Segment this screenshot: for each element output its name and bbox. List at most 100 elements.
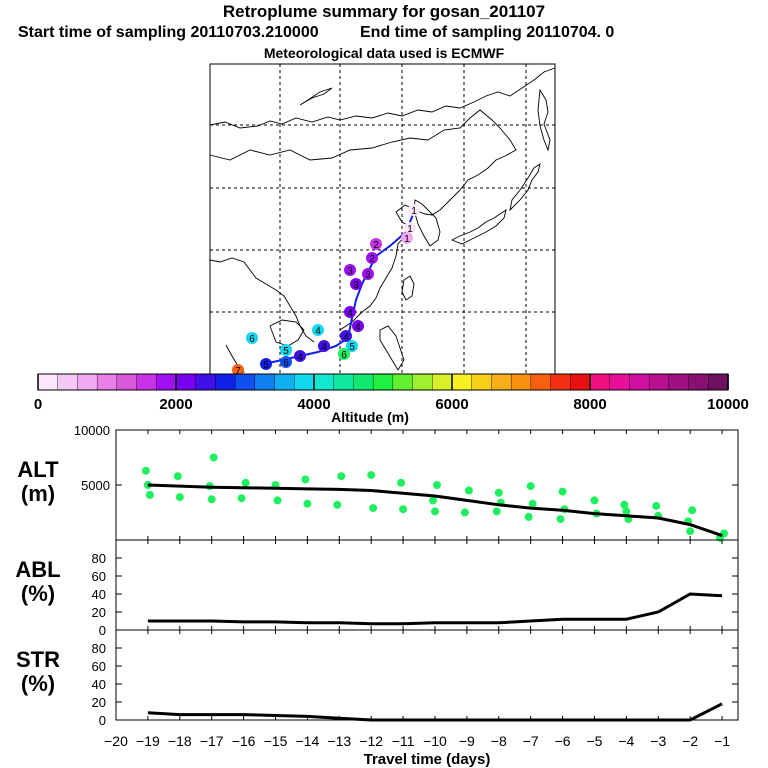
x-axis-label: Travel time (days) bbox=[364, 751, 491, 768]
x-tick-label: −1 bbox=[714, 733, 730, 749]
trajectory-marker-label: 6 bbox=[249, 334, 255, 345]
colorbar-tick-label: 0 bbox=[34, 396, 42, 413]
trajectory-marker-label: 5 bbox=[283, 346, 289, 357]
x-tick-label: −2 bbox=[682, 733, 698, 749]
chart-title: Retroplume summary for gosan_201107 bbox=[222, 2, 546, 21]
alt-point bbox=[432, 481, 441, 489]
colorbar-segment bbox=[77, 373, 98, 391]
trajectory-marker bbox=[362, 268, 374, 280]
y-tick-label: 5000 bbox=[81, 478, 110, 493]
alt-point bbox=[141, 466, 150, 475]
alt-point bbox=[175, 493, 184, 502]
trajectory-marker bbox=[344, 264, 356, 276]
trajectory-marker-label: 5 bbox=[263, 360, 269, 371]
colorbar-segment bbox=[333, 373, 355, 391]
trajectory-marker bbox=[350, 278, 362, 290]
alt-point bbox=[145, 490, 154, 499]
y-tick-label: 0 bbox=[99, 623, 106, 638]
alt-point bbox=[337, 472, 346, 481]
trajectory-marker-label: 6 bbox=[341, 350, 347, 361]
alt-point bbox=[301, 475, 310, 484]
trajectory-marker bbox=[352, 320, 364, 332]
alt-point bbox=[622, 507, 631, 516]
alt-point bbox=[686, 527, 695, 536]
alt-point bbox=[333, 500, 342, 509]
colorbar-label: Altitude (m) bbox=[331, 409, 409, 425]
colorbar-tick-label: 8000 bbox=[573, 396, 606, 413]
colorbar-segment bbox=[96, 373, 118, 391]
y-axis-label: (%) bbox=[21, 671, 55, 696]
x-tick-label: −3 bbox=[650, 733, 666, 749]
end-time: End time of sampling 20110704. 0 bbox=[360, 24, 615, 41]
colorbar-segment bbox=[570, 373, 591, 391]
trajectory-marker-label: 4 bbox=[297, 352, 303, 363]
colorbar-tick-label: 6000 bbox=[435, 396, 468, 413]
y-tick-label: 20 bbox=[92, 695, 106, 710]
trajectory-marker-label: 1 bbox=[404, 234, 410, 245]
colorbar-segment bbox=[156, 373, 177, 391]
trajectory-marker-label: 4 bbox=[347, 308, 353, 319]
trajectory-marker bbox=[280, 344, 292, 356]
x-tick-label: −12 bbox=[359, 733, 383, 749]
colorbar-segment bbox=[195, 373, 217, 391]
x-tick-label: −13 bbox=[327, 733, 351, 749]
trajectory-marker-label: 3 bbox=[353, 280, 359, 291]
trajectory-marker bbox=[312, 324, 324, 336]
trajectory-marker bbox=[260, 358, 272, 370]
alt-point bbox=[303, 499, 312, 508]
panel-abl: 80 60 40 20 0 ABL(%) bbox=[15, 539, 739, 638]
trajectory-marker-label: 2 bbox=[373, 240, 379, 251]
alt-point bbox=[652, 501, 661, 510]
y-tick-label: 20 bbox=[92, 605, 106, 620]
trajectory-marker bbox=[366, 252, 378, 264]
str-line bbox=[147, 702, 723, 722]
alt-point bbox=[237, 494, 246, 503]
y-tick-label: 0 bbox=[99, 713, 106, 728]
trajectory-marker bbox=[401, 232, 413, 244]
colorbar-segment bbox=[629, 373, 650, 391]
y-axis-label: ALT bbox=[17, 457, 59, 482]
colorbar-segment bbox=[57, 373, 79, 391]
colorbar-segment bbox=[668, 373, 690, 391]
trajectory-marker bbox=[404, 222, 416, 234]
y-tick-label: 80 bbox=[92, 551, 106, 566]
colorbar-segment bbox=[510, 373, 532, 391]
alt-point bbox=[428, 496, 437, 505]
alt-point bbox=[430, 507, 439, 516]
alt-point bbox=[688, 506, 697, 515]
alt-point bbox=[241, 478, 250, 487]
colorbar-segment bbox=[254, 373, 276, 391]
y-axis-label: ABL bbox=[15, 557, 60, 582]
x-tick-label: −8 bbox=[491, 733, 507, 749]
x-tick-label: −15 bbox=[264, 733, 288, 749]
trajectory-marker-label: 4 bbox=[321, 342, 327, 353]
x-tick-label: −20 bbox=[104, 733, 128, 749]
trajectory-marker-label: 2 bbox=[369, 254, 375, 265]
alt-point bbox=[620, 500, 629, 509]
alt-point bbox=[556, 515, 565, 524]
trajectory-marker bbox=[338, 348, 350, 360]
trajectory-marker bbox=[280, 356, 292, 368]
trajectory-marker-label: 3 bbox=[365, 270, 371, 281]
colorbar-segment bbox=[175, 373, 197, 391]
trajectory-marker bbox=[370, 238, 382, 250]
colorbar-tick-label: 4000 bbox=[297, 396, 330, 413]
alt-point bbox=[494, 488, 503, 497]
x-tick-label: −10 bbox=[423, 733, 447, 749]
y-axis-label: (%) bbox=[21, 581, 55, 606]
trajectory-marker-label: 4 bbox=[315, 326, 321, 337]
alt-point bbox=[460, 508, 469, 517]
colorbar-segment bbox=[234, 373, 256, 391]
x-tick-label: −14 bbox=[296, 733, 320, 749]
colorbar-segment bbox=[313, 373, 335, 391]
trajectory-marker bbox=[294, 350, 306, 362]
colorbar-tick-label: 10000 bbox=[707, 396, 749, 413]
x-tick-label: −9 bbox=[459, 733, 475, 749]
map-gridlines bbox=[210, 64, 555, 374]
colorbar-segment bbox=[294, 373, 315, 391]
met-data: Meteorological data used is ECMWF bbox=[263, 45, 505, 61]
y-axis-label: STR bbox=[16, 647, 60, 672]
colorbar-tick-label: 2000 bbox=[159, 396, 192, 413]
